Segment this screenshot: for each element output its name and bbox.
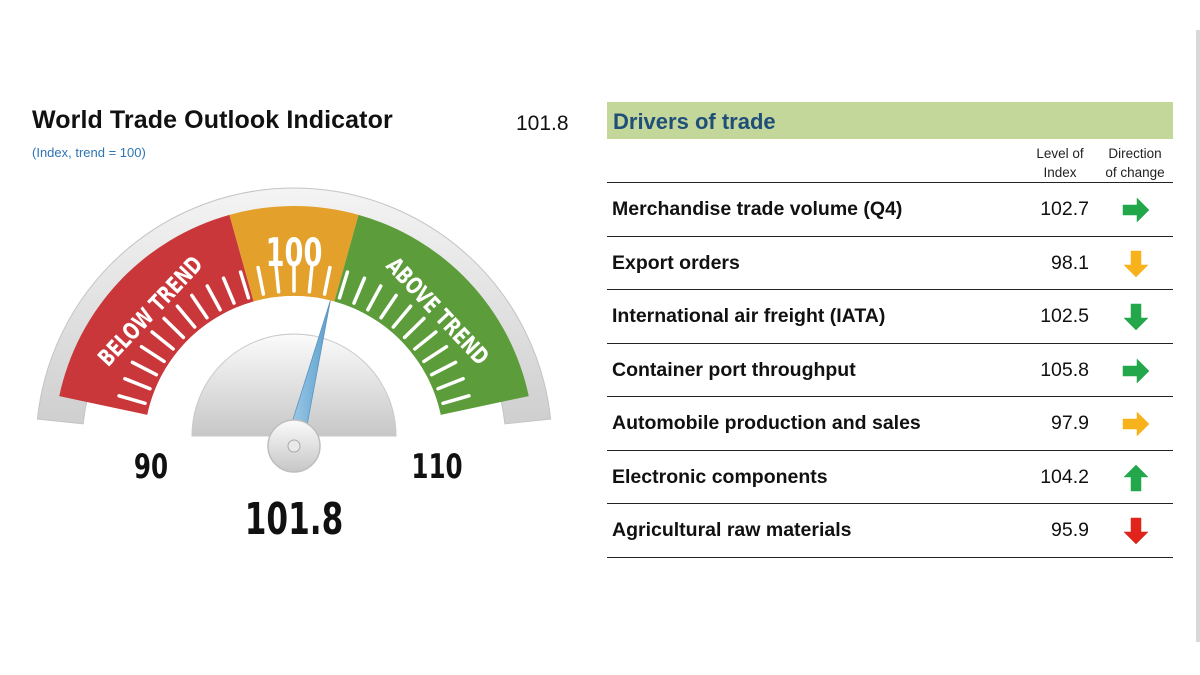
row-label: Container port throughput [612, 358, 856, 381]
gauge-tick [205, 284, 222, 312]
gauge-tick [256, 265, 266, 296]
gauge-tick [436, 376, 465, 391]
row-label: International air freight (IATA) [612, 305, 886, 327]
gauge-min-label: 90 [134, 447, 168, 486]
level-column-header: Level of Index [1025, 144, 1095, 182]
gauge-mid-label: 100 [266, 230, 323, 275]
gauge-tick [413, 330, 438, 351]
arrow-right-icon [1121, 195, 1151, 225]
gauge-tick [379, 293, 398, 320]
row-value: 105.8 [1040, 358, 1089, 381]
gauge-tick [139, 344, 166, 364]
gauge-tick [162, 316, 186, 340]
page-subtitle: (Index, trend = 100) [32, 145, 146, 160]
table-row: Electronic components 104.2 [607, 451, 1173, 504]
table-row: Container port throughput 105.8 [607, 344, 1173, 397]
gauge-max-label: 110 [411, 447, 462, 486]
above-trend-zone [334, 214, 529, 415]
row-label: Merchandise trade volume (Q4) [612, 198, 903, 220]
row-label: Export orders [612, 251, 740, 274]
row-value: 97.9 [1051, 412, 1089, 434]
table-row: Merchandise trade volume (Q4) 102.7 [607, 183, 1173, 237]
gauge-tick [150, 330, 175, 351]
gauge-tick [322, 265, 332, 296]
gauge-tick [238, 270, 251, 300]
direction-header-line1: Direction [1108, 146, 1162, 161]
gauge-tick [429, 360, 458, 377]
gauge-tick [402, 316, 426, 340]
arrow-down-icon [1121, 516, 1151, 546]
column-headers: Level of Index Direction of change [607, 139, 1173, 183]
gauge-tick [274, 263, 281, 294]
table-row: International air freight (IATA) 102.5 [607, 290, 1173, 344]
table-row: Agricultural raw materials 95.9 [607, 504, 1173, 558]
gauge-tick [307, 263, 314, 294]
row-label: Electronic components [612, 465, 828, 488]
gauge-tick [352, 276, 367, 305]
indicator-value: 101.8 [516, 112, 569, 135]
direction-column-header: Direction of change [1097, 144, 1173, 182]
gauge-tick [366, 284, 383, 312]
arrow-right-icon [1121, 356, 1151, 386]
row-value: 95.9 [1051, 519, 1089, 541]
row-value: 104.2 [1040, 465, 1089, 488]
row-label: Agricultural raw materials [612, 519, 852, 541]
arrow-down-icon [1121, 249, 1151, 279]
below-trend-zone [59, 214, 254, 415]
arrow-down-icon [1121, 302, 1151, 332]
row-label: Automobile production and sales [612, 412, 921, 434]
gauge-tick [391, 304, 413, 329]
gauge-tick [337, 270, 350, 300]
direction-header-line2: of change [1105, 165, 1165, 180]
gauge-value-label: 101.8 [245, 494, 344, 545]
row-value: 102.5 [1040, 305, 1089, 327]
page-title: World Trade Outlook Indicator [32, 106, 393, 134]
gauge-inner-dial [144, 296, 444, 446]
gauge-tick [441, 394, 471, 406]
gauge-tick [221, 276, 236, 305]
gauge-needle [267, 300, 331, 473]
gauge-inner-dial-face [191, 333, 397, 437]
gauge-tick [117, 394, 147, 406]
gauge-tick [422, 344, 449, 364]
row-value: 102.7 [1040, 198, 1089, 220]
drivers-header: Drivers of trade [607, 102, 1173, 139]
level-header-line2: Index [1043, 165, 1077, 180]
arrow-right-icon [1121, 409, 1151, 439]
right-edge-bar [1196, 30, 1200, 642]
gauge-tick [123, 376, 152, 391]
gauge-tick [175, 304, 197, 329]
arrow-up-icon [1121, 463, 1151, 493]
needle-hub-center [287, 439, 301, 453]
level-header-line1: Level of [1036, 146, 1084, 161]
table-row: Export orders 98.1 [607, 237, 1173, 290]
gauge-ticks [117, 262, 471, 406]
gauge-tick [130, 360, 159, 377]
gauge-chart: BELOW TREND ABOVE TREND 100 90 110 101.8 [36, 187, 552, 545]
row-value: 98.1 [1051, 251, 1089, 274]
table-row: Automobile production and sales 97.9 [607, 397, 1173, 451]
gauge-tick [190, 293, 209, 320]
drivers-table: Drivers of trade Level of Index Directio… [607, 102, 1173, 558]
